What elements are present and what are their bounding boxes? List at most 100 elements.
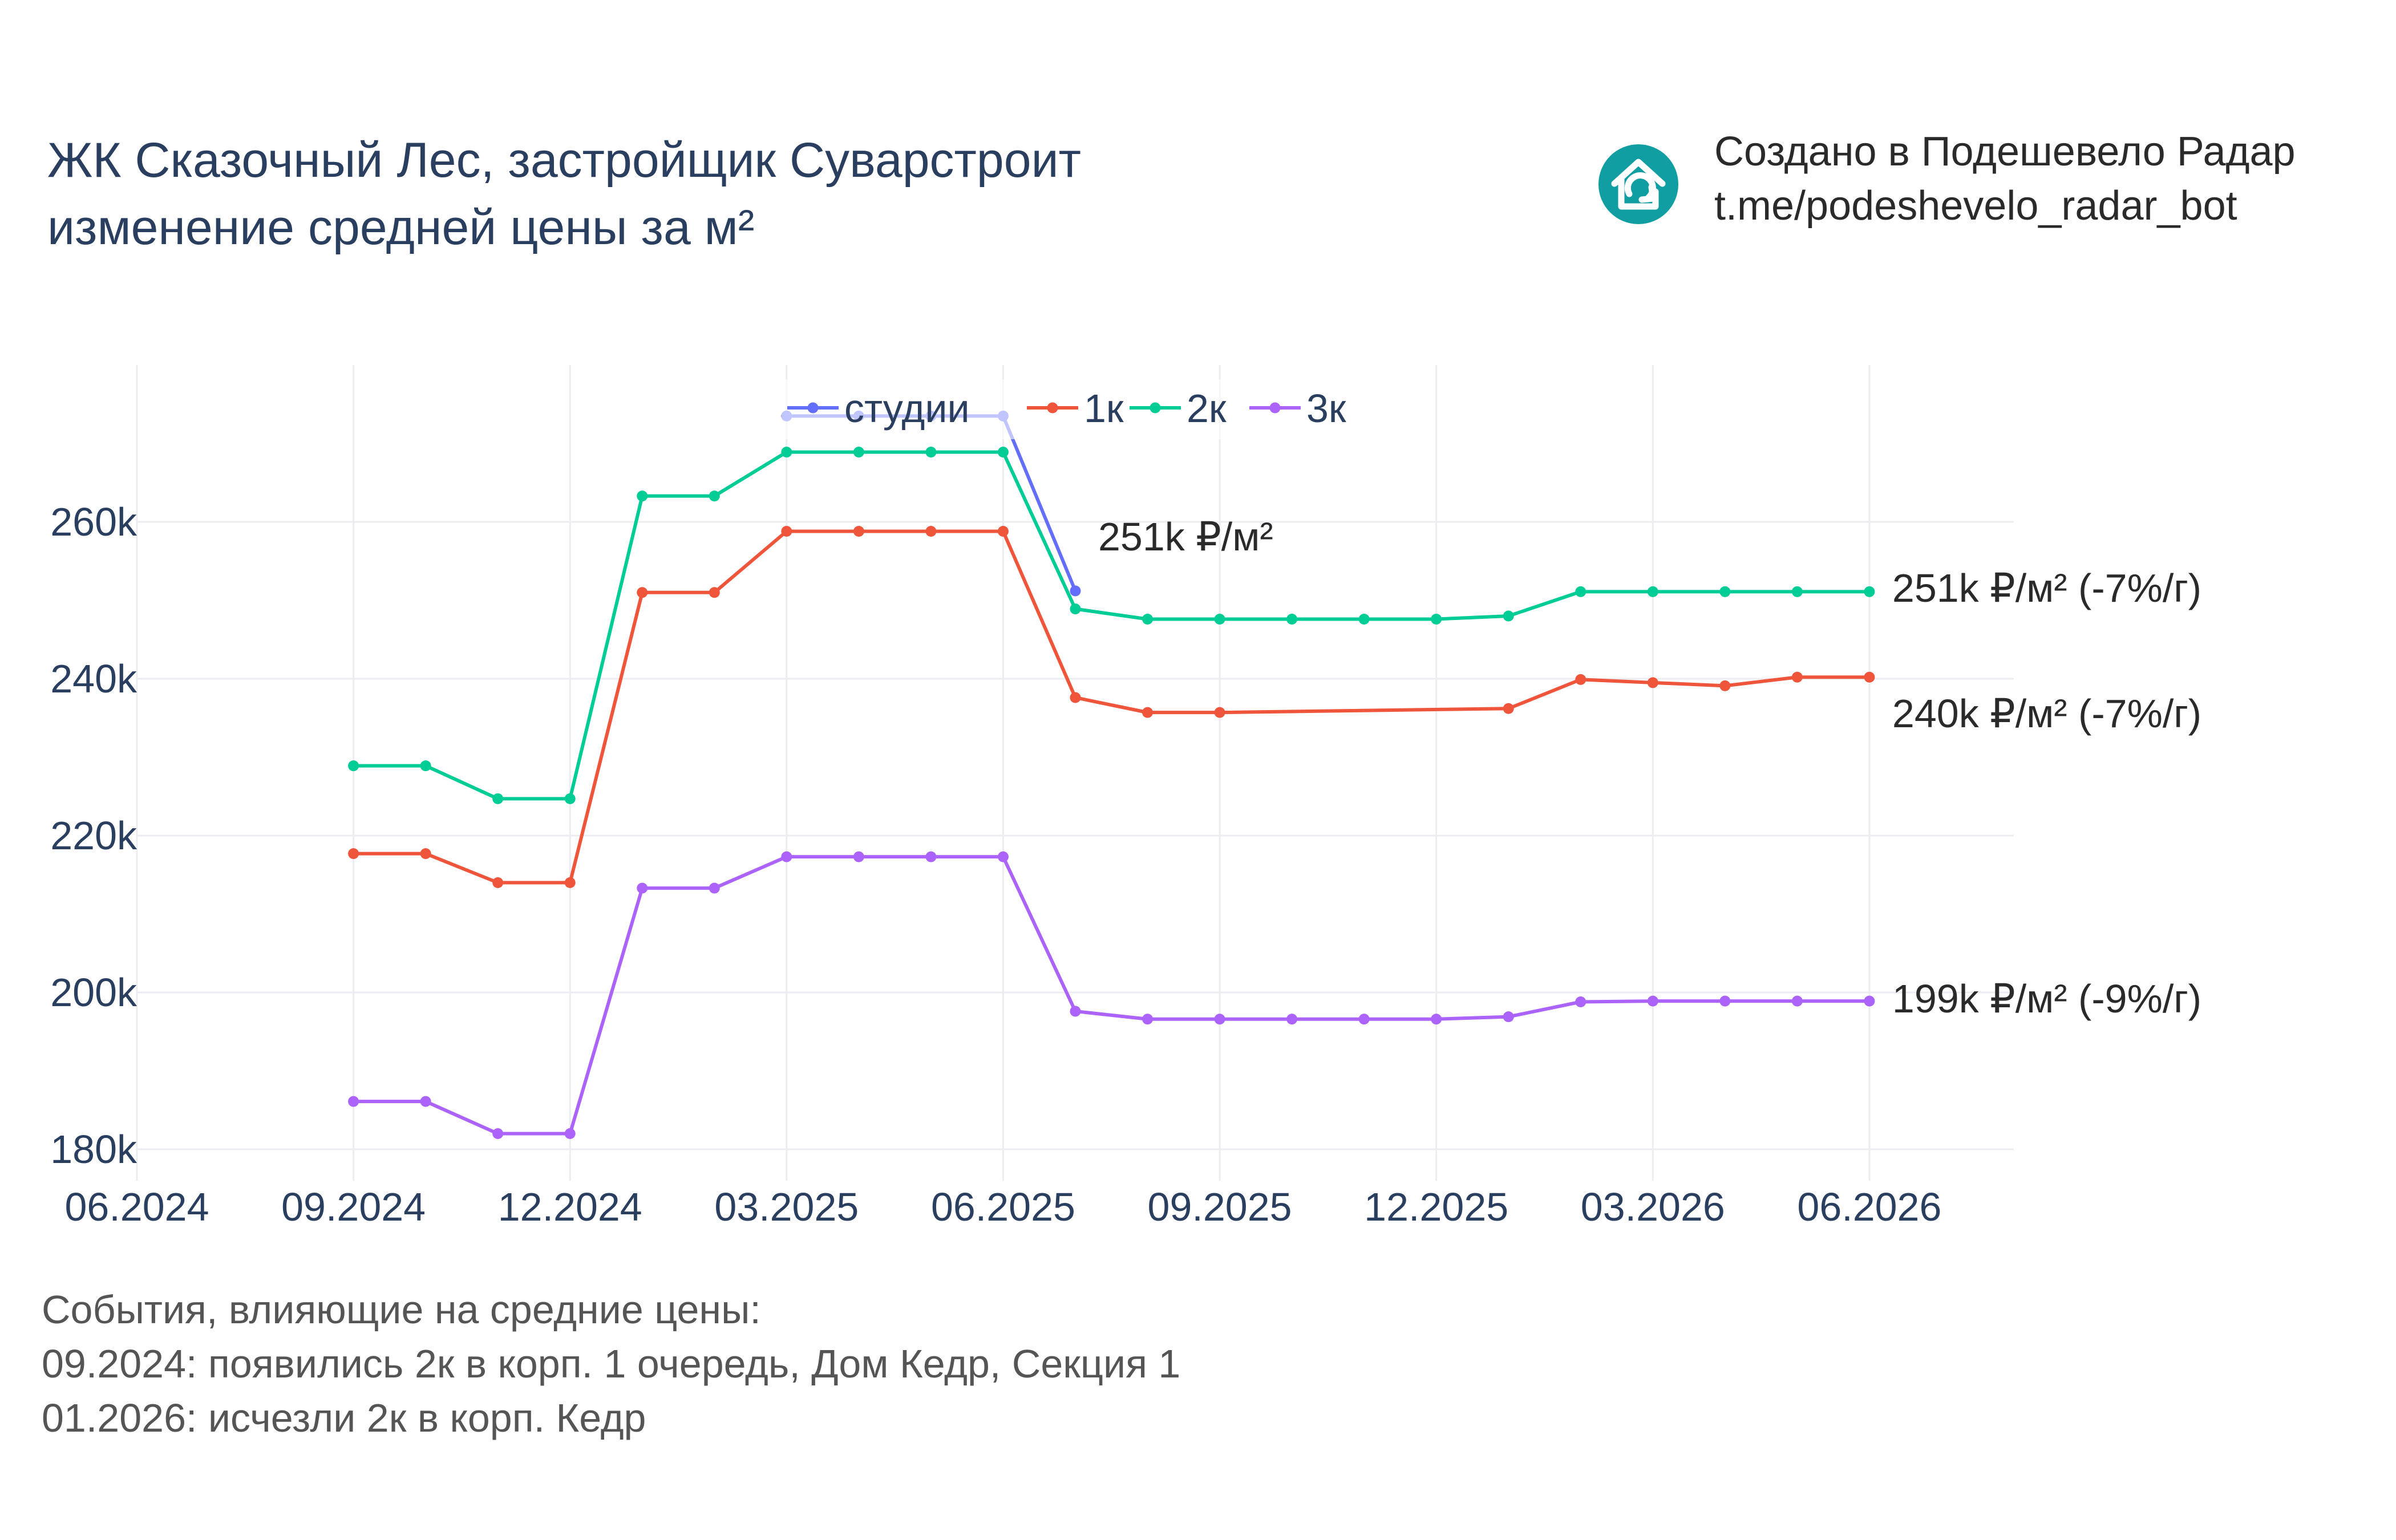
data-point <box>781 447 792 458</box>
data-point <box>1214 707 1225 718</box>
y-axis: 180k 200k 220k 240k 260k <box>50 500 137 1172</box>
brand-icon-circle <box>1598 144 1678 224</box>
data-point <box>925 851 937 862</box>
data-point <box>1719 586 1731 597</box>
legend-swatch-marker <box>1269 402 1281 414</box>
data-point <box>1431 614 1442 625</box>
data-point <box>997 851 1009 862</box>
y-tick-label: 200k <box>50 970 137 1015</box>
data-point <box>420 848 431 860</box>
data-point <box>781 851 792 862</box>
x-tick-label: 09.2024 <box>281 1185 426 1229</box>
data-point <box>1575 674 1586 685</box>
data-point <box>1358 614 1370 625</box>
data-point <box>492 877 504 888</box>
data-point <box>781 526 792 537</box>
data-point <box>1503 703 1514 714</box>
data-point <box>853 447 864 458</box>
data-point <box>709 491 720 502</box>
y-tick-label: 260k <box>50 500 137 544</box>
data-point <box>1647 995 1658 1007</box>
data-point <box>564 793 576 804</box>
data-point <box>1431 1014 1442 1025</box>
brand-link[interactable]: t.me/podeshevelo_radar_bot <box>1714 183 2237 229</box>
data-point <box>1070 1006 1081 1017</box>
x-tick-label: 06.2025 <box>931 1185 1075 1229</box>
data-point <box>925 447 937 458</box>
data-point <box>1070 585 1081 597</box>
data-point <box>348 1096 359 1107</box>
data-point <box>1070 603 1081 615</box>
data-point <box>1070 692 1081 703</box>
data-point <box>1503 610 1514 622</box>
data-point <box>709 882 720 894</box>
data-point <box>492 1128 504 1139</box>
data-point <box>1575 996 1586 1007</box>
legend-item[interactable]: студии <box>787 386 970 431</box>
data-point <box>1286 614 1298 625</box>
data-point <box>1286 1014 1298 1025</box>
data-point <box>564 1128 576 1139</box>
legend-item[interactable]: 2к <box>1130 386 1227 431</box>
series-end-label: 240k ₽/м² (-7%/г) <box>1892 691 2201 736</box>
event-item-2: 01.2026: исчезли 2к в корп. Кедр <box>42 1396 646 1440</box>
x-axis: 06.2024 09.2024 12.2024 03.2025 06.2025 09.20… <box>64 1185 1941 1229</box>
data-point <box>1791 586 1803 597</box>
series-2 <box>348 447 1875 804</box>
legend-swatch-marker <box>807 402 819 414</box>
series-line <box>786 414 1077 592</box>
brand-logo <box>1598 144 1678 224</box>
data-point <box>1647 586 1658 597</box>
data-point <box>1719 995 1731 1007</box>
x-tick-label: 12.2025 <box>1364 1185 1508 1229</box>
data-point <box>420 1096 431 1107</box>
y-tick-label: 240k <box>50 656 137 701</box>
x-tick-label: 03.2025 <box>714 1185 859 1229</box>
end-labels: 251k ₽/м² 240k ₽/м² (-7%/г) 251k ₽/м² (-7%… <box>1098 514 2201 1021</box>
x-tick-label: 12.2024 <box>498 1185 642 1229</box>
data-point <box>348 760 359 772</box>
chart-title-line-2: изменение средней цены за м² <box>47 200 754 255</box>
data-point <box>1864 586 1875 597</box>
series-line <box>353 855 1869 1136</box>
data-point <box>420 760 431 772</box>
series-line <box>353 450 1869 801</box>
data-point <box>1791 995 1803 1007</box>
data-point <box>1503 1011 1514 1023</box>
legend-label: 2к <box>1187 386 1227 431</box>
data-point <box>1719 680 1731 691</box>
data-point <box>709 587 720 598</box>
series-end-label: 251k ₽/м² (-7%/г) <box>1892 566 2201 610</box>
data-point <box>853 851 864 862</box>
data-point <box>1575 586 1586 597</box>
y-tick-label: 220k <box>50 813 137 858</box>
data-point <box>1214 614 1225 625</box>
data-point <box>1142 707 1154 718</box>
legend-swatch-marker <box>1047 402 1058 414</box>
legend-label: 3к <box>1306 386 1346 431</box>
data-point <box>997 447 1009 458</box>
x-tick-label: 03.2026 <box>1581 1185 1725 1229</box>
data-point <box>1864 671 1875 683</box>
data-point <box>637 882 648 894</box>
brand-name: Создано в Подешевело Радар <box>1714 129 2296 175</box>
legend-item[interactable]: 1к <box>1027 386 1124 431</box>
event-item-1: 09.2024: появились 2к в корп. 1 очередь,… <box>42 1342 1180 1386</box>
data-point <box>1864 995 1875 1007</box>
legend-label: 1к <box>1084 386 1124 431</box>
data-point <box>1142 1014 1154 1025</box>
data-point <box>925 526 937 537</box>
data-point <box>1791 671 1803 683</box>
data-point <box>637 491 648 502</box>
legend: студии 1к 2к 3к <box>782 379 1352 439</box>
data-point <box>492 793 504 804</box>
x-tick-label: 06.2026 <box>1797 1185 1941 1229</box>
series-end-label: 199k ₽/м² (-9%/г) <box>1892 976 2201 1021</box>
events-heading: События, влияющие на средние цены: <box>42 1287 761 1332</box>
y-tick-label: 180k <box>50 1127 137 1172</box>
legend-item[interactable]: 3к <box>1249 386 1346 431</box>
data-point <box>853 526 864 537</box>
series-3 <box>348 851 1875 1139</box>
chart-grid <box>136 365 2014 1181</box>
